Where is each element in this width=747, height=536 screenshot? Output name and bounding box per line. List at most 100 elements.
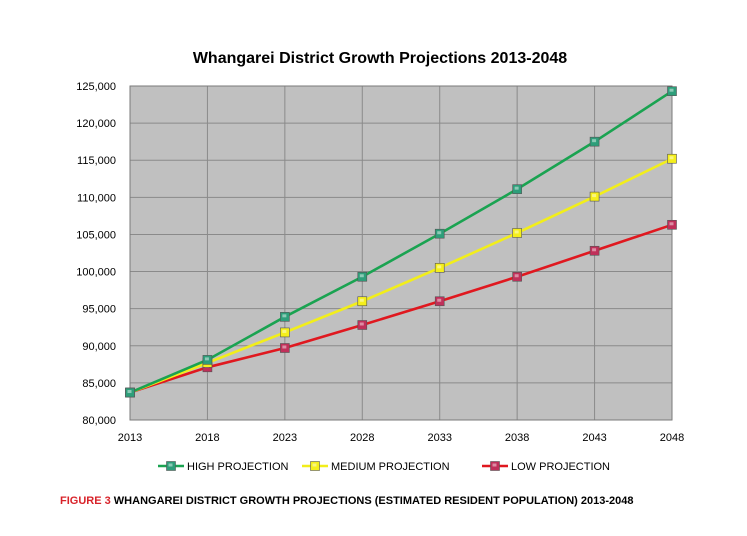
y-tick-label: 105,000 (76, 229, 116, 241)
y-tick-label: 115,000 (77, 155, 116, 167)
high-projection-line (129, 90, 673, 394)
medium-projection-point-highlight (282, 329, 287, 333)
medium-projection-legend-marker (310, 461, 320, 471)
high-projection-point-box (125, 387, 135, 398)
low-projection-legend-marker (490, 461, 500, 471)
medium-projection-point-box (357, 296, 368, 307)
low-projection-point-box (434, 296, 445, 307)
medium-projection-point (589, 191, 600, 202)
high-projection-point (512, 184, 522, 194)
legend: HIGH PROJECTION MEDIUM PROJECTION LOW PROJ… (158, 461, 610, 473)
high-projection-legend-marker-highlight (168, 463, 173, 467)
figure-caption-text: WHANGAREI DISTRICT GROWTH PROJECTIONS (E… (113, 495, 634, 507)
x-tick-label: 2038 (505, 432, 529, 444)
medium-projection-point-highlight (437, 265, 442, 269)
figure-caption: FIGURE 3 WHANGAREI DISTRICT GROWTH PROJE… (60, 495, 634, 507)
medium-projection-point-highlight (514, 230, 519, 234)
medium-projection-point-box (589, 191, 600, 202)
low-projection-point-box (667, 219, 677, 230)
high-projection-point-box (202, 355, 213, 365)
medium-projection-point (280, 327, 290, 338)
y-tick-label: 120,000 (76, 118, 116, 130)
low-projection-point-box (589, 245, 600, 256)
y-tick-label: 110,000 (77, 192, 116, 204)
medium-projection-legend-marker-box (310, 461, 320, 471)
high-projection-point-highlight (359, 274, 364, 278)
high-projection-point-highlight (514, 186, 519, 190)
x-tick-label: 2028 (350, 432, 374, 444)
plot-area: 80,000 85,000 90,000 95,000 100,000 105,000 11… (76, 81, 684, 444)
medium-projection-point-box (280, 327, 290, 338)
low-projection-point-box (357, 320, 368, 330)
medium-projection-point-highlight (359, 298, 364, 302)
high-projection-point-highlight (669, 88, 674, 92)
high-projection-point-highlight (282, 314, 287, 318)
y-tick-label: 80,000 (82, 415, 116, 427)
low-projection-point (512, 271, 522, 282)
figure-label: FIGURE 3 (60, 495, 111, 507)
y-tick-label: 95,000 (82, 304, 116, 316)
low-projection-point-box (512, 271, 522, 282)
low-projection-point-highlight (592, 248, 597, 252)
y-tick-label: 85,000 (82, 378, 116, 390)
high-projection-point-box (357, 271, 368, 282)
medium-projection-point-box (434, 263, 445, 273)
x-tick-label: 2023 (273, 432, 297, 444)
high-projection-legend-marker (166, 461, 176, 471)
medium-projection-point-box (512, 228, 522, 238)
low-projection-point-box (280, 343, 290, 353)
low-projection-legend-label: LOW PROJECTION (511, 461, 610, 473)
medium-projection-point (512, 228, 522, 238)
medium-projection-point (667, 153, 677, 164)
high-projection-point-box (667, 86, 677, 96)
high-projection-point-highlight (127, 390, 132, 394)
medium-projection-line (129, 157, 673, 394)
y-tick-label: 125,000 (76, 81, 116, 93)
low-projection-point (589, 245, 600, 256)
x-tick-label: 2018 (195, 432, 219, 444)
low-projection-line (129, 223, 673, 394)
y-tick-label: 100,000 (76, 267, 116, 279)
low-projection-point-highlight (669, 222, 674, 226)
low-projection-point-highlight (514, 274, 519, 278)
high-projection-legend-label: HIGH PROJECTION (187, 461, 289, 473)
high-projection-point-box (280, 312, 290, 322)
x-tick-label: 2048 (660, 432, 684, 444)
plot-border (129, 85, 673, 421)
high-projection-point-highlight (437, 231, 442, 235)
low-projection-point-highlight (359, 322, 364, 326)
high-projection-point-box (434, 228, 445, 239)
medium-projection-point-highlight (592, 194, 597, 198)
low-projection-point-highlight (282, 345, 287, 349)
low-projection-point (280, 343, 290, 353)
high-projection-point (202, 355, 213, 365)
medium-projection-legend-label: MEDIUM PROJECTION (331, 461, 450, 473)
high-projection-point-highlight (204, 357, 209, 361)
high-projection-point (667, 86, 677, 96)
high-projection-point (125, 387, 135, 398)
high-projection-point-box (589, 136, 600, 147)
low-projection-legend-marker-box (490, 461, 500, 471)
y-tick-label: 90,000 (82, 341, 116, 353)
low-projection-point (357, 320, 368, 330)
high-projection-point (434, 228, 445, 239)
low-projection-legend-marker-highlight (492, 463, 497, 467)
high-projection-point-box (512, 184, 522, 194)
medium-projection-point-highlight (669, 156, 674, 160)
high-projection-point (589, 136, 600, 147)
medium-projection-point (357, 296, 368, 307)
medium-projection-point-box (667, 153, 677, 164)
low-projection-point (434, 296, 445, 307)
medium-projection-legend-marker-highlight (312, 463, 317, 467)
medium-projection-point (434, 263, 445, 273)
high-projection-legend-marker-box (166, 461, 176, 471)
chart-title: Whangarei District Growth Projections 20… (193, 50, 567, 67)
low-projection-point-highlight (437, 298, 442, 302)
x-tick-label: 2043 (582, 432, 606, 444)
x-tick-label: 2033 (427, 432, 451, 444)
low-projection-point (667, 219, 677, 230)
high-projection-point (280, 312, 290, 322)
high-projection-point (357, 271, 368, 282)
x-tick-label: 2013 (118, 432, 142, 444)
